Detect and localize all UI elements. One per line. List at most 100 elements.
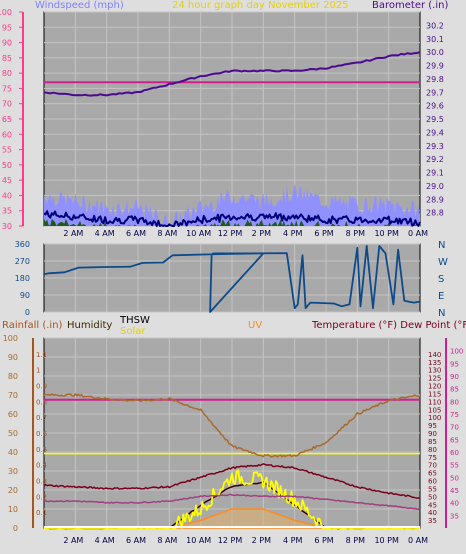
barometer-axis-tick-label: 29.6 (426, 102, 444, 111)
time-axis-label-upper: 6 PM (314, 229, 333, 238)
time-axis-label-upper: 4 PM (283, 229, 302, 238)
humidity-axis-tick-label: 100 (3, 334, 18, 343)
direction-axis-tick-label: 0 (25, 308, 30, 317)
time-axis-label-upper: 2 PM (252, 229, 271, 238)
time-axis-label-upper: 0 AM (408, 229, 428, 238)
humidity-axis-title: Humidity (67, 320, 112, 331)
time-axis-label-lower: 12 PM (218, 536, 243, 545)
time-axis-label-lower: 4 PM (283, 536, 302, 545)
barometer-axis-title: Barometer (.in) (372, 0, 448, 11)
direction-axis-tick-label: 270 (15, 257, 30, 266)
rainfall-axis-tick-label: 0.3 (36, 478, 47, 486)
barometer-axis-tick-label: 30.1 (426, 35, 444, 44)
rainfall-axis-tick-label: 0.5 (36, 446, 47, 454)
time-axis-label-lower: 6 PM (314, 536, 333, 545)
barometer-line (43, 51, 421, 97)
dewpoint-axis-tick-label: 75 (450, 411, 459, 419)
solar-label: Solar (120, 326, 146, 337)
barometer-axis-tick-label: 29.7 (426, 88, 444, 97)
barometer-axis-tick-label: 29.3 (426, 142, 444, 151)
temperature-axis-tick-label: 125 (428, 375, 441, 383)
rainfall-axis-tick-label: 0.7 (36, 414, 47, 422)
wind-axis-tick-label: 65 (2, 115, 12, 124)
compass-label: W (438, 257, 448, 268)
temperature-axis-tick-label: 60 (428, 478, 437, 486)
compass-label: E (438, 291, 444, 302)
temperature-axis-tick-label: 110 (428, 398, 441, 406)
wind-axis-tick-label: 30 (2, 222, 12, 231)
wind-gust-area (44, 184, 420, 226)
barometer-axis-tick-label: 29.5 (426, 115, 444, 124)
time-axis-label-upper: 10 AM (186, 229, 211, 238)
dewpoint-axis-tick-label: 50 (450, 474, 459, 482)
time-axis-label-upper: 6 AM (126, 229, 146, 238)
temperature-axis-tick-label: 95 (428, 422, 437, 430)
temperature-axis-tick-label: 120 (428, 383, 441, 391)
temperature-axis-tick-label: 105 (428, 406, 441, 414)
time-axis-label-lower: 10 AM (186, 536, 211, 545)
temperature-axis-tick-label: 65 (428, 470, 437, 478)
temperature-axis-tick-label: 115 (428, 390, 441, 398)
time-axis-label-upper: 12 PM (218, 229, 243, 238)
barometer-axis-tick-label: 30.0 (426, 48, 444, 57)
humidity-axis-tick-label: 90 (8, 353, 18, 362)
dew-point-line (43, 493, 421, 511)
rainfall-axis-tick-label: 0.1 (36, 509, 47, 517)
temperature-line (43, 463, 421, 500)
time-axis-label-lower: 2 AM (63, 536, 83, 545)
rainfall-axis-tick-label: 1 (36, 367, 40, 375)
temperature-axis-tick-label: 55 (428, 485, 437, 493)
humidity-axis-tick-label: 0 (13, 524, 18, 533)
humidity-axis-tick-label: 70 (8, 391, 18, 400)
humidity-axis-tick-label: 30 (8, 467, 18, 476)
dewpoint-axis-tick-label: 55 (450, 462, 459, 470)
time-axis-label-lower: 8 PM (346, 536, 365, 545)
temperature-axis-tick-label: 40 (428, 509, 437, 517)
time-axis-label-upper: 8 PM (346, 229, 365, 238)
dewpoint-axis-tick-label: 85 (450, 386, 459, 394)
wind-axis-tick-label: 50 (2, 161, 12, 170)
time-axis-label-lower: 8 AM (157, 536, 177, 545)
temperature-axis-tick-label: 100 (428, 414, 441, 422)
temperature-axis-tick-label: 135 (428, 359, 441, 367)
rainfall-axis-tick-label: 0.9 (36, 383, 47, 391)
dewpoint-axis-tick-label: 35 (450, 512, 459, 520)
humidity-axis-tick-label: 80 (8, 372, 18, 381)
temperature-axis-tick-label: 85 (428, 438, 437, 446)
dewpoint-axis-tick-label: 100 (450, 348, 463, 356)
time-axis-label-lower: 0 AM (408, 536, 428, 545)
wind-average-line (43, 210, 421, 227)
dewpoint-axis-tick-label: 40 (450, 500, 459, 508)
rainfall-axis-tick-label: 0.6 (36, 430, 48, 438)
compass-label: S (438, 274, 444, 285)
rainfall-axis-title: Rainfall (.in) (2, 320, 63, 331)
dewpoint-axis-tick-label: 65 (450, 436, 459, 444)
thsw-label: THSW (119, 315, 150, 326)
barometer-axis-tick-label: 29.0 (426, 182, 444, 191)
wind-axis-tick-label: 85 (2, 54, 12, 63)
time-axis-label-lower: 6 AM (126, 536, 146, 545)
temperature-axis-tick-label: 90 (428, 430, 437, 438)
humidity-axis-tick-label: 60 (8, 410, 18, 419)
time-axis-label-upper: 2 AM (63, 229, 83, 238)
dewpoint-axis-tick-label: 90 (450, 373, 459, 381)
graph-date: November 2025 (268, 0, 349, 11)
temperature-axis-title: Temperature (°F) Dew Point (°F) (311, 320, 466, 331)
graph-title: 24 hour graph day (172, 0, 265, 11)
wind-axis-tick-label: 95 (2, 23, 12, 32)
barometer-axis-tick-label: 29.8 (426, 75, 444, 84)
temperature-axis-tick-label: 45 (428, 501, 437, 509)
wind-axis-tick-label: 75 (2, 84, 12, 93)
time-axis-label-lower: 4 AM (95, 536, 115, 545)
barometer-axis-tick-label: 29.2 (426, 155, 444, 164)
dewpoint-axis-tick-label: 45 (450, 487, 459, 495)
temperature-axis-tick-label: 75 (428, 454, 437, 462)
direction-axis-tick-label: 360 (15, 240, 30, 249)
wind-axis-tick-label: 35 (2, 207, 12, 216)
temperature-axis-tick-label: 70 (428, 462, 437, 470)
compass-label: N (438, 240, 445, 251)
humidity-axis-tick-label: 40 (8, 448, 18, 457)
humidity-line (43, 393, 421, 458)
